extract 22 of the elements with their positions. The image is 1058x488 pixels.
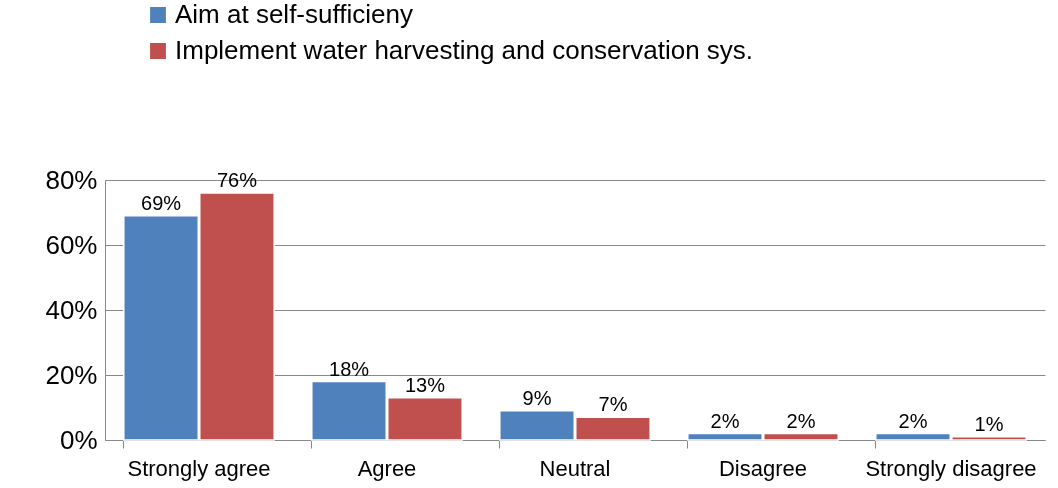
x-tick-label: Disagree <box>718 455 808 481</box>
data-label: 2% <box>786 409 816 432</box>
data-label: 69% <box>141 191 182 214</box>
y-tick-label: 40% <box>45 294 98 325</box>
y-tick-label: 0% <box>59 424 98 455</box>
data-label: 13% <box>404 373 446 396</box>
legend-label: Implement water harvesting and conservation sys. <box>175 35 754 65</box>
data-label: 18% <box>329 357 370 380</box>
legend-label: Aim at self-sufficieny <box>175 0 413 29</box>
x-tick-label: Strongly disagree <box>865 455 1037 481</box>
x-tick-label: Neutral <box>539 455 611 481</box>
data-label: 1% <box>974 412 1004 435</box>
y-tick-label: 20% <box>45 359 98 390</box>
x-tick-label: Strongly agree <box>127 455 271 481</box>
y-tick-label: 60% <box>45 229 98 260</box>
x-tick-label: Agree <box>357 455 417 481</box>
data-label: 2% <box>898 409 928 432</box>
data-label: 2% <box>710 409 740 432</box>
data-label: 76% <box>216 169 258 191</box>
data-label: 7% <box>598 393 628 416</box>
y-tick-label: 80% <box>45 164 98 195</box>
data-label: 9% <box>522 386 552 409</box>
